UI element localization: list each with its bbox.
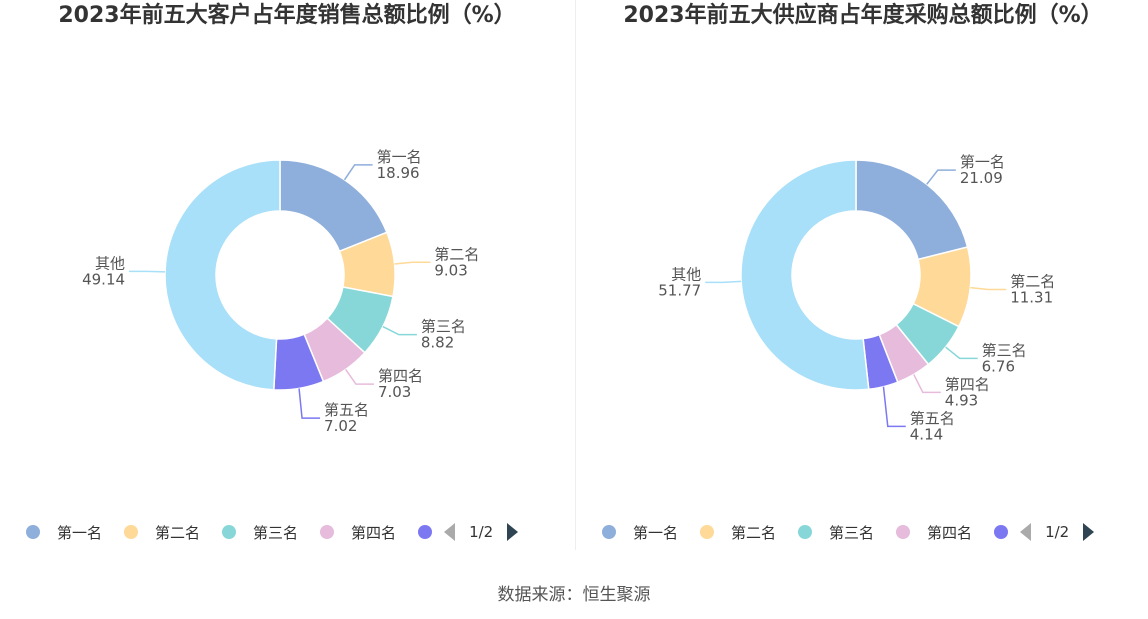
leader-line-first xyxy=(343,164,373,181)
slice-label-other: 其他 xyxy=(95,254,125,272)
slice-value-second: 11.31 xyxy=(1010,289,1053,307)
legend-marker xyxy=(124,525,139,539)
legend-item-third[interactable]: 第三名 xyxy=(222,522,298,543)
slice-label-fourth: 第四名 xyxy=(945,375,990,393)
data-source: 数据来源：恒生聚源 xyxy=(497,585,651,605)
legend-label: 第一名 xyxy=(57,523,103,542)
slice-value-other: 51.77 xyxy=(658,281,701,299)
legend-marker xyxy=(26,525,40,539)
legend-item-first[interactable]: 第一名 xyxy=(602,522,678,543)
leader-line-other xyxy=(705,280,742,284)
legend-pager: 1/2 xyxy=(444,523,519,541)
slice-value-first: 18.96 xyxy=(377,164,420,182)
leader-line-first xyxy=(926,169,956,185)
slice-label-second: 第二名 xyxy=(434,245,479,263)
slice-label-first: 第一名 xyxy=(960,153,1005,171)
donut-slice-other[interactable] xyxy=(740,159,870,391)
prev-page-arrow-icon[interactable] xyxy=(1020,523,1032,541)
prev-page-arrow-icon[interactable] xyxy=(444,523,456,541)
slice-value-third: 8.82 xyxy=(421,334,454,352)
legend-marker-fifth xyxy=(418,525,433,539)
slice-label-second: 第二名 xyxy=(1010,273,1055,291)
legend-label: 第一名 xyxy=(633,523,679,542)
slice-value-fifth: 7.02 xyxy=(324,417,357,435)
legend-marker-fifth xyxy=(994,525,1009,539)
chart-title: 2023年前五大客户占年度销售总额比例（%） xyxy=(58,3,516,28)
customer-chart-panel: 2023年前五大客户占年度销售总额比例（%） 第一名 18.96 第二名 9.03 第三… xyxy=(0,0,574,560)
legend: 第一名 第二名 第三名 第四名 1/2 xyxy=(602,520,1095,544)
slice-label-first: 第一名 xyxy=(377,148,422,166)
legend-item-fourth[interactable]: 第四名 xyxy=(320,522,396,543)
chart-title: 2023年前五大供应商占年度采购总额比例（%） xyxy=(623,3,1103,28)
slice-label-fourth: 第四名 xyxy=(378,367,423,385)
donut-slice-other[interactable] xyxy=(164,159,281,391)
legend-item-second[interactable]: 第二名 xyxy=(700,522,776,543)
legend-marker xyxy=(320,525,335,539)
slice-label-fifth: 第五名 xyxy=(324,401,369,419)
legend: 第一名 第二名 第三名 第四名 1/2 xyxy=(26,520,519,544)
slice-label-fifth: 第五名 xyxy=(910,409,955,427)
legend-label: 第三名 xyxy=(829,523,875,542)
legend-marker xyxy=(798,525,813,539)
leader-line-second xyxy=(970,286,1007,291)
next-page-arrow-icon[interactable] xyxy=(1083,523,1095,541)
legend-label: 第四名 xyxy=(351,523,397,542)
slice-value-fourth: 7.03 xyxy=(378,383,411,401)
slice-label-third: 第三名 xyxy=(982,341,1027,359)
leader-line-third xyxy=(945,346,978,360)
next-page-arrow-icon[interactable] xyxy=(507,523,519,541)
donut-slice-first[interactable] xyxy=(279,159,388,253)
leader-line-third xyxy=(382,325,417,336)
legend-pager: 1/2 xyxy=(1020,523,1095,541)
legend-marker xyxy=(896,525,911,539)
slice-value-fourth: 4.93 xyxy=(945,391,978,409)
leader-line-second xyxy=(394,261,431,265)
legend-item-second[interactable]: 第二名 xyxy=(124,522,200,543)
slice-value-third: 6.76 xyxy=(982,357,1015,375)
legend-label: 第四名 xyxy=(927,523,973,542)
supplier-chart-panel: 2023年前五大供应商占年度采购总额比例（%） 第一名 21.09 第二名 11.31… xyxy=(576,0,1148,560)
leader-line-fourth xyxy=(345,368,374,385)
slice-label-third: 第三名 xyxy=(421,318,466,336)
legend-item-fourth[interactable]: 第四名 xyxy=(896,522,972,543)
legend-marker xyxy=(700,525,715,539)
page-indicator: 1/2 xyxy=(1045,523,1070,541)
slice-value-other: 49.14 xyxy=(82,270,125,288)
slice-value-fifth: 4.14 xyxy=(910,425,943,443)
leader-line-fourth xyxy=(913,374,941,394)
legend-label: 第二名 xyxy=(731,523,777,542)
legend-item-first[interactable]: 第一名 xyxy=(26,522,102,543)
slice-value-second: 9.03 xyxy=(434,261,467,279)
panel-divider xyxy=(575,0,576,550)
donut-slice-first[interactable] xyxy=(855,159,969,261)
legend-marker xyxy=(222,525,237,539)
legend-marker xyxy=(602,525,616,539)
legend-item-third[interactable]: 第三名 xyxy=(798,522,874,543)
legend-label: 第三名 xyxy=(253,523,299,542)
slice-label-other: 其他 xyxy=(671,265,701,283)
legend-label: 第二名 xyxy=(155,523,201,542)
leader-line-fifth xyxy=(882,386,906,428)
leader-line-fifth xyxy=(298,388,321,419)
page-indicator: 1/2 xyxy=(469,523,494,541)
slice-value-first: 21.09 xyxy=(960,169,1003,187)
